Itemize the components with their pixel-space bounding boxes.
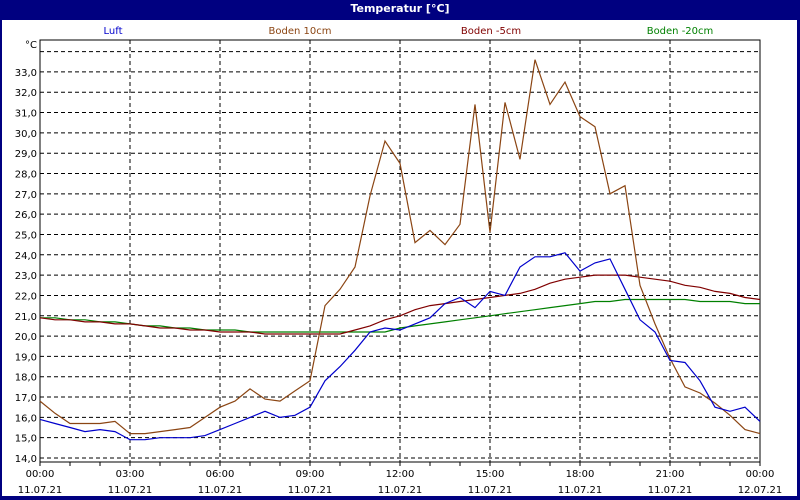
x-tick-time: 00:00 (746, 469, 775, 480)
x-tick-date: 11.07.21 (648, 485, 693, 496)
series-line (39, 274, 761, 335)
y-tick-label: 20,0 (15, 332, 37, 343)
series-line (39, 59, 761, 435)
x-tick-time: 15:00 (476, 469, 505, 480)
y-tick-label: 26,0 (15, 210, 37, 221)
y-tick-label: 22,0 (15, 291, 37, 302)
y-tick-label: 30,0 (15, 129, 37, 140)
y-tick-label: 31,0 (15, 109, 37, 120)
y-tick-label: 16,0 (15, 413, 37, 424)
series-lines (39, 59, 761, 441)
x-tick-date: 11.07.21 (378, 485, 423, 496)
y-tick-label: 23,0 (15, 271, 37, 282)
series-line (39, 252, 761, 441)
x-tick-time: 12:00 (386, 469, 415, 480)
y-tick-label: 14,0 (15, 454, 37, 465)
y-axis-unit: °C (25, 40, 37, 51)
y-tick-label: 15,0 (15, 434, 37, 445)
x-tick-time: 21:00 (656, 469, 685, 480)
series-line (40, 298, 760, 333)
x-tick-date: 11.07.21 (558, 485, 603, 496)
x-tick-date: 11.07.21 (288, 485, 333, 496)
x-tick-time: 00:00 (26, 469, 55, 480)
x-tick-time: 09:00 (296, 469, 325, 480)
x-tick-time: 18:00 (566, 469, 595, 480)
legend: Luft Boden 10cm Boden -5cm Boden -20cm (104, 26, 714, 37)
y-tick-label: 33,0 (15, 68, 37, 79)
y-tick-label: 27,0 (15, 190, 37, 201)
x-tick-date: 11.07.21 (108, 485, 153, 496)
y-tick-label: 19,0 (15, 352, 37, 363)
legend-item: Luft (104, 26, 123, 37)
y-tick-label: 17,0 (15, 393, 37, 404)
y-tick-label: 28,0 (15, 170, 37, 181)
y-tick-label: 25,0 (15, 230, 37, 241)
x-tick-date: 11.07.21 (468, 485, 513, 496)
x-tick-time: 06:00 (206, 469, 235, 480)
y-tick-label: 24,0 (15, 251, 37, 262)
x-tick-date: 11.07.21 (18, 485, 63, 496)
legend-item: Boden -5cm (461, 26, 521, 37)
y-tick-label: 21,0 (15, 312, 37, 323)
x-tick-date: 12.07.21 (738, 485, 783, 496)
y-tick-label: 32,0 (15, 88, 37, 99)
y-tick-label: 18,0 (15, 373, 37, 384)
legend-item: Boden -20cm (647, 26, 714, 37)
grid (40, 40, 760, 462)
x-tick-time: 03:00 (116, 469, 145, 480)
x-tick-date: 11.07.21 (198, 485, 243, 496)
axes: 14,0 15,0 16,0 17,0 18,0 19,0 20,0 21,0 22,0 23,0… (15, 39, 783, 496)
y-tick-label: 29,0 (15, 149, 37, 160)
legend-item: Boden 10cm (269, 26, 332, 37)
window-title: Temperatur [°C] (0, 0, 800, 20)
